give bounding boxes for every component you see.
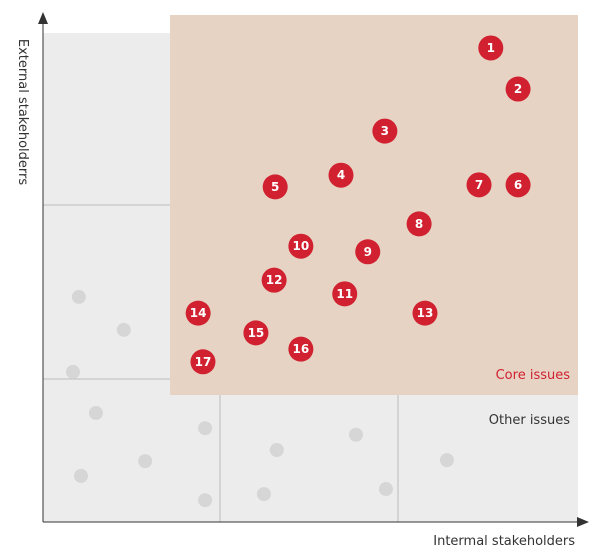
core-label: Core issues: [496, 368, 571, 383]
point-label: 17: [195, 355, 212, 369]
core-issue-point: [288, 336, 314, 362]
point-label: 13: [417, 306, 434, 320]
other-issue-point: [269, 443, 284, 458]
point-label: 5: [271, 180, 279, 194]
core-issue-point: [505, 76, 531, 102]
core-issue-point: [505, 172, 531, 198]
other-issue-point: [65, 364, 80, 379]
other-issue-point: [88, 405, 103, 420]
point-label: 11: [336, 287, 353, 301]
point-label: 7: [475, 178, 483, 192]
point-label: 1: [487, 41, 495, 55]
point-label: 15: [248, 326, 265, 340]
core-issue-point: [355, 239, 381, 265]
core-issue-point: [190, 349, 216, 375]
point-label: 10: [293, 239, 310, 253]
other-issue-point: [439, 453, 454, 468]
point-label: 12: [266, 273, 283, 287]
other-issue-point: [348, 427, 363, 442]
core-issue-point: [406, 211, 432, 237]
core-region: [170, 15, 578, 395]
x-arrow: [577, 517, 589, 527]
core-issue-point: [466, 172, 492, 198]
other-issue-point: [198, 493, 213, 508]
point-label: 9: [364, 245, 372, 259]
point-label: 4: [337, 168, 345, 182]
core-issue-point: [262, 174, 288, 200]
other-issue-point: [378, 482, 393, 497]
core-issue-point: [412, 300, 438, 326]
other-issue-point: [138, 454, 153, 469]
point-label: 6: [514, 178, 522, 192]
other-issue-point: [198, 421, 213, 436]
point-label: 8: [415, 217, 423, 231]
core-issue-point: [332, 281, 358, 307]
axes: [42, 20, 583, 523]
other-issue-point: [71, 289, 86, 304]
core-issue-point: [185, 300, 211, 326]
point-label: 16: [293, 342, 310, 356]
other-label: Other issues: [489, 413, 570, 428]
y-axis-title: External stakeholderrs: [15, 39, 30, 185]
core-issue-point: [288, 233, 314, 259]
other-issue-point: [256, 487, 271, 502]
other-issue-point: [73, 468, 88, 483]
point-label: 3: [381, 124, 389, 138]
core-issue-point: [261, 267, 287, 293]
other-issue-point: [116, 322, 131, 337]
core-issue-point: [243, 320, 269, 346]
point-label: 14: [190, 306, 207, 320]
core-issue-point: [372, 118, 398, 144]
y-arrow: [38, 12, 48, 24]
x-axis-title: Intermal stakeholders: [433, 534, 575, 549]
core-issue-point: [328, 162, 354, 188]
point-label: 2: [514, 82, 522, 96]
core-issue-point: [478, 35, 504, 61]
